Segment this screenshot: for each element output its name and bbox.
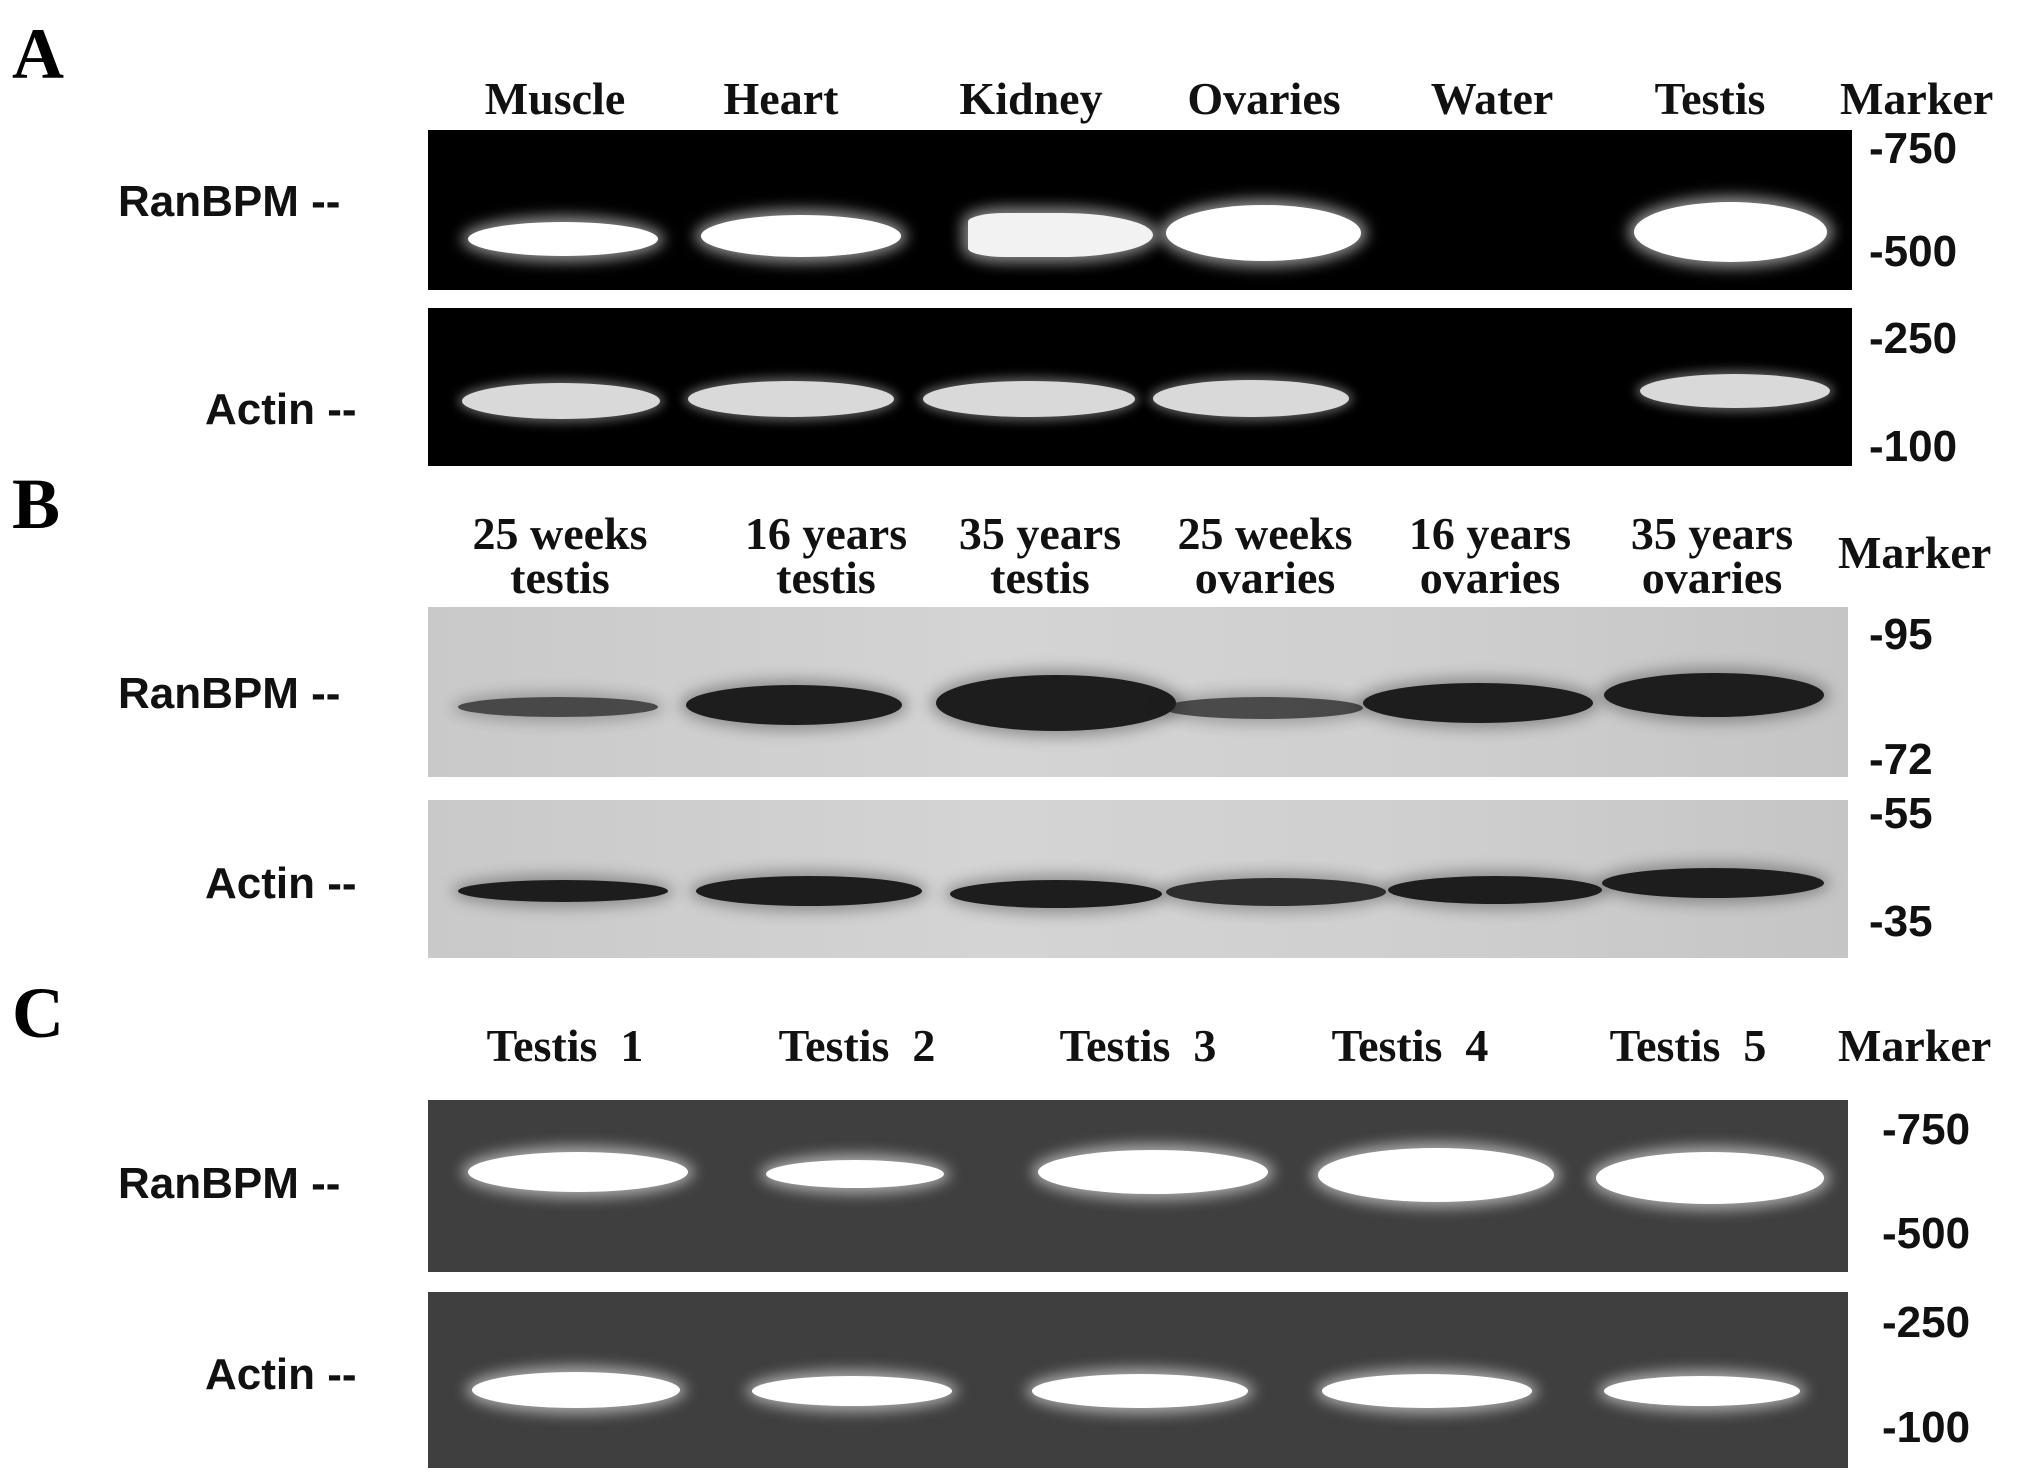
panel-a-lane-label: Ovaries (1187, 73, 1341, 124)
panel-a-ranbpm-gel (428, 130, 1852, 290)
gel-band (472, 1372, 680, 1408)
blot-band (1604, 673, 1824, 717)
panel-a-marker-value: -250 (1869, 314, 1958, 363)
panel-c-marker-value: -750 (1882, 1105, 1971, 1154)
panel-c-letter: C (12, 973, 64, 1053)
panel-a-marker-value: -750 (1869, 124, 1958, 173)
panel-c-marker-header: Marker (1838, 1020, 1992, 1071)
blot-band (1602, 868, 1824, 898)
panel-a-actin-label: Actin -- (205, 385, 357, 434)
lane-label-line: ovaries (1419, 551, 1561, 603)
panel-b-marker-value: -95 (1869, 610, 1933, 659)
lane-label-line: testis (776, 551, 876, 603)
lane-label-line: testis (990, 551, 1090, 603)
panel-a-lane-label: Muscle (484, 73, 626, 124)
gel-band (1166, 205, 1361, 261)
gel-band (1322, 1374, 1532, 1408)
panel-b-letter: B (12, 464, 61, 544)
gel-band (1153, 380, 1349, 417)
panel-b-marker-header: Marker (1838, 527, 1992, 578)
panel-c-marker-value: -250 (1882, 1298, 1971, 1347)
lane-label-line: 25 weeks (1177, 508, 1353, 559)
panel-b-marker-value: -35 (1869, 897, 1933, 946)
panel-b-ranbpm-label: RanBPM -- (118, 669, 341, 718)
gel-band (1038, 1150, 1268, 1194)
gel-band (701, 215, 901, 257)
panel-b-lane-label: 35 years ovaries (1631, 511, 1793, 603)
panel-c-ranbpm-label: RanBPM -- (118, 1159, 341, 1208)
gel-band (468, 222, 658, 256)
panel-b-marker-value: -55 (1869, 789, 1933, 838)
blot-band (696, 876, 922, 906)
panel-a-lane-label: Kidney (959, 73, 1103, 124)
panel-c-marker-value: -500 (1882, 1209, 1971, 1258)
gel-band (968, 213, 1153, 257)
panel-c-marker-value: -100 (1882, 1403, 1971, 1452)
blot-band (1166, 878, 1386, 906)
blot-band (1163, 697, 1363, 719)
panel-a-marker-value: -100 (1869, 422, 1958, 471)
blot-band (950, 880, 1162, 908)
panel-c-actin-gel (428, 1292, 1848, 1468)
gel-band (1318, 1148, 1554, 1202)
blot-band (936, 675, 1176, 731)
blot-band (686, 685, 902, 725)
gel-band (1640, 374, 1830, 408)
panel-b-lane-label: 16 years testis (745, 511, 907, 603)
panel-a-letter: A (12, 14, 64, 94)
gel-band (766, 1160, 944, 1188)
gel-band (1604, 1376, 1800, 1406)
panel-a-marker-value: -500 (1869, 227, 1958, 276)
panel-c-lane-label: Testis 5 (1609, 1020, 1767, 1071)
panel-b-marker-value: -72 (1869, 735, 1933, 784)
panel-b-lane-label: 25 weeks testis (472, 511, 647, 603)
panel-a-actin-gel (428, 308, 1852, 466)
gel-band (462, 383, 660, 419)
blot-band (1388, 876, 1602, 904)
lane-label-line: 16 years (1408, 508, 1572, 559)
panel-c-lane-label: Testis 4 (1331, 1020, 1489, 1071)
lane-label-line: 35 years (958, 508, 1122, 559)
panel-c-lane-label: Testis 3 (1059, 1020, 1217, 1071)
gel-band (1032, 1374, 1248, 1408)
panel-c-lane-label: Testis 2 (778, 1020, 936, 1071)
panel-c-actin-label: Actin -- (205, 1350, 357, 1399)
gel-band (1596, 1152, 1824, 1204)
blot-band (458, 697, 658, 717)
panel-a-lane-label: Heart (723, 73, 839, 124)
blot-band (458, 880, 668, 902)
blot-band (1363, 683, 1593, 723)
panel-b-lane-label: 35 years testis (959, 511, 1121, 603)
panel-b-ranbpm-blot (428, 607, 1848, 777)
lane-label-line: 16 years (744, 508, 908, 559)
panel-a-lane-label: Testis (1654, 73, 1766, 124)
panel-a-lane-label: Water (1430, 73, 1554, 124)
gel-band (923, 381, 1135, 417)
panel-b-lane-label: 25 weeks ovaries (1177, 511, 1352, 603)
gel-band (468, 1152, 688, 1192)
panel-b-lane-label: 16 years ovaries (1409, 511, 1571, 603)
gel-band (752, 1376, 952, 1406)
panel-a-ranbpm-label: RanBPM -- (118, 177, 341, 226)
panel-c-lane-label: Testis 1 (486, 1020, 644, 1071)
gel-band (1634, 202, 1827, 262)
lane-label-line: testis (510, 551, 610, 603)
lane-label-line: ovaries (1641, 551, 1783, 603)
lane-label-line: ovaries (1194, 551, 1336, 603)
panel-a-marker-header: Marker (1840, 73, 1994, 124)
panel-c-ranbpm-gel (428, 1100, 1848, 1272)
panel-b-actin-blot (428, 800, 1848, 958)
panel-b-actin-label: Actin -- (205, 859, 357, 908)
lane-label-line: 25 weeks (472, 508, 648, 559)
gel-band (688, 381, 894, 417)
lane-label-line: 35 years (1630, 508, 1794, 559)
